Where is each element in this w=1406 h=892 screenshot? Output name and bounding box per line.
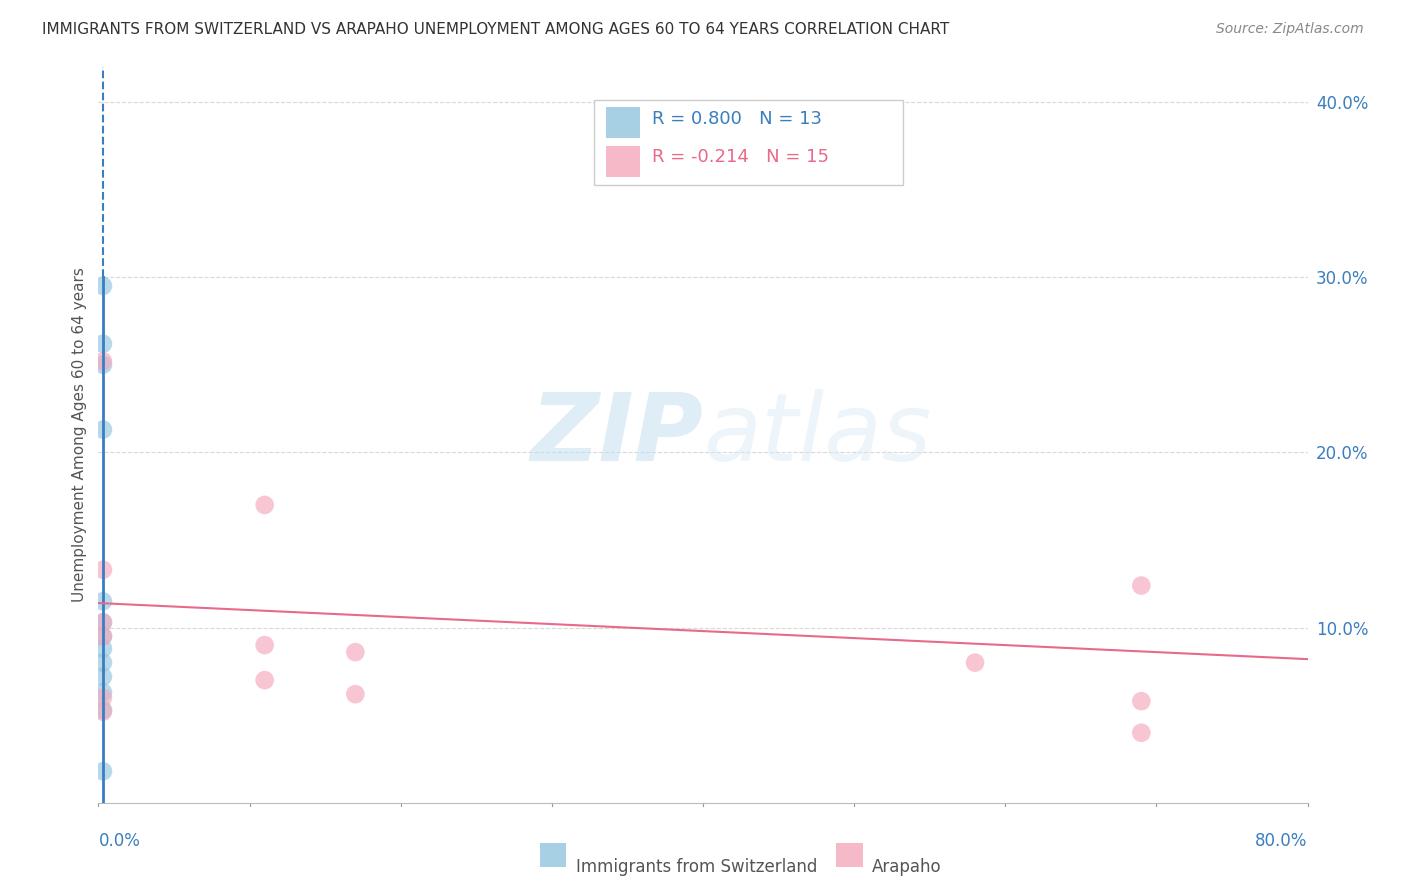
Point xyxy=(344,645,367,659)
Point xyxy=(91,703,114,717)
Point xyxy=(91,685,114,699)
Point xyxy=(91,615,114,630)
Y-axis label: Unemployment Among Ages 60 to 64 years: Unemployment Among Ages 60 to 64 years xyxy=(72,268,87,602)
Point xyxy=(91,615,114,630)
Point xyxy=(253,638,276,652)
Text: 80.0%: 80.0% xyxy=(1256,832,1308,850)
Point xyxy=(1130,694,1153,708)
Point xyxy=(344,687,367,701)
Point xyxy=(91,336,114,351)
Point xyxy=(1130,578,1153,592)
Text: ZIP: ZIP xyxy=(530,389,703,481)
Text: Source: ZipAtlas.com: Source: ZipAtlas.com xyxy=(1216,22,1364,37)
Text: IMMIGRANTS FROM SWITZERLAND VS ARAPAHO UNEMPLOYMENT AMONG AGES 60 TO 64 YEARS CO: IMMIGRANTS FROM SWITZERLAND VS ARAPAHO U… xyxy=(42,22,949,37)
Point xyxy=(965,656,987,670)
FancyBboxPatch shape xyxy=(837,843,863,867)
Point xyxy=(91,423,114,437)
Point xyxy=(91,563,114,577)
Text: atlas: atlas xyxy=(703,389,931,481)
Text: Immigrants from Switzerland: Immigrants from Switzerland xyxy=(576,858,817,876)
Text: 0.0%: 0.0% xyxy=(98,832,141,850)
Point xyxy=(91,279,114,293)
Point xyxy=(91,354,114,368)
Text: Arapaho: Arapaho xyxy=(872,858,942,876)
Point xyxy=(91,656,114,670)
Text: R = 0.800   N = 13: R = 0.800 N = 13 xyxy=(652,110,823,128)
Point xyxy=(253,498,276,512)
Text: R = -0.214   N = 15: R = -0.214 N = 15 xyxy=(652,148,830,166)
FancyBboxPatch shape xyxy=(595,100,903,185)
Point xyxy=(1130,725,1153,739)
FancyBboxPatch shape xyxy=(540,843,567,867)
Point xyxy=(91,641,114,656)
Point xyxy=(91,594,114,608)
Point xyxy=(91,764,114,779)
Point xyxy=(91,690,114,705)
Point xyxy=(91,629,114,643)
Point xyxy=(91,358,114,372)
Point xyxy=(253,673,276,687)
Point xyxy=(91,670,114,684)
FancyBboxPatch shape xyxy=(606,146,640,178)
FancyBboxPatch shape xyxy=(606,107,640,138)
Point xyxy=(91,629,114,643)
Point xyxy=(91,705,114,719)
